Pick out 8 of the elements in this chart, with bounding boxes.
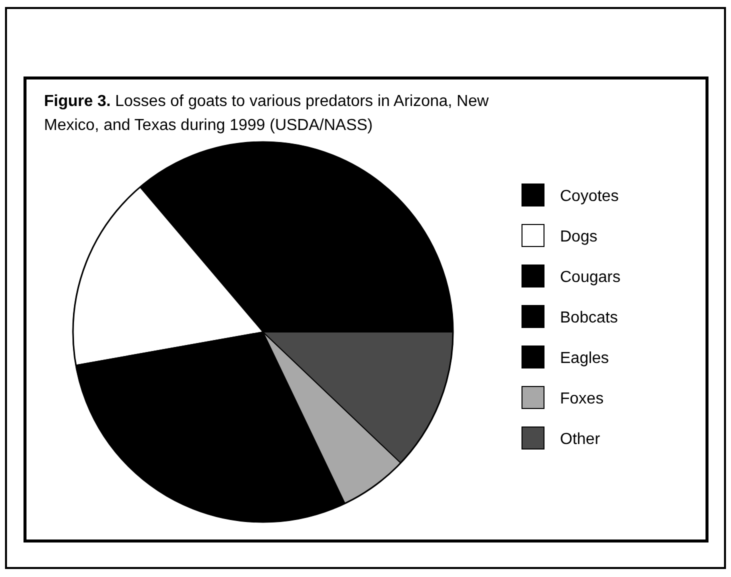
legend-label: Foxes [560, 390, 604, 408]
legend-label: Dogs [560, 228, 598, 246]
legend-label: Other [560, 431, 601, 448]
legend-label: Cougars [560, 269, 620, 286]
legend-label: Coyotes [560, 188, 619, 205]
legend-label: Eagles [560, 350, 609, 367]
chart-title: Figure 3. Losses of goats to various predators in Arizona, New Mexico, and Texas during 1999 (USDA/NASS) [44, 93, 490, 134]
legend-label: Bobcats [560, 310, 618, 326]
